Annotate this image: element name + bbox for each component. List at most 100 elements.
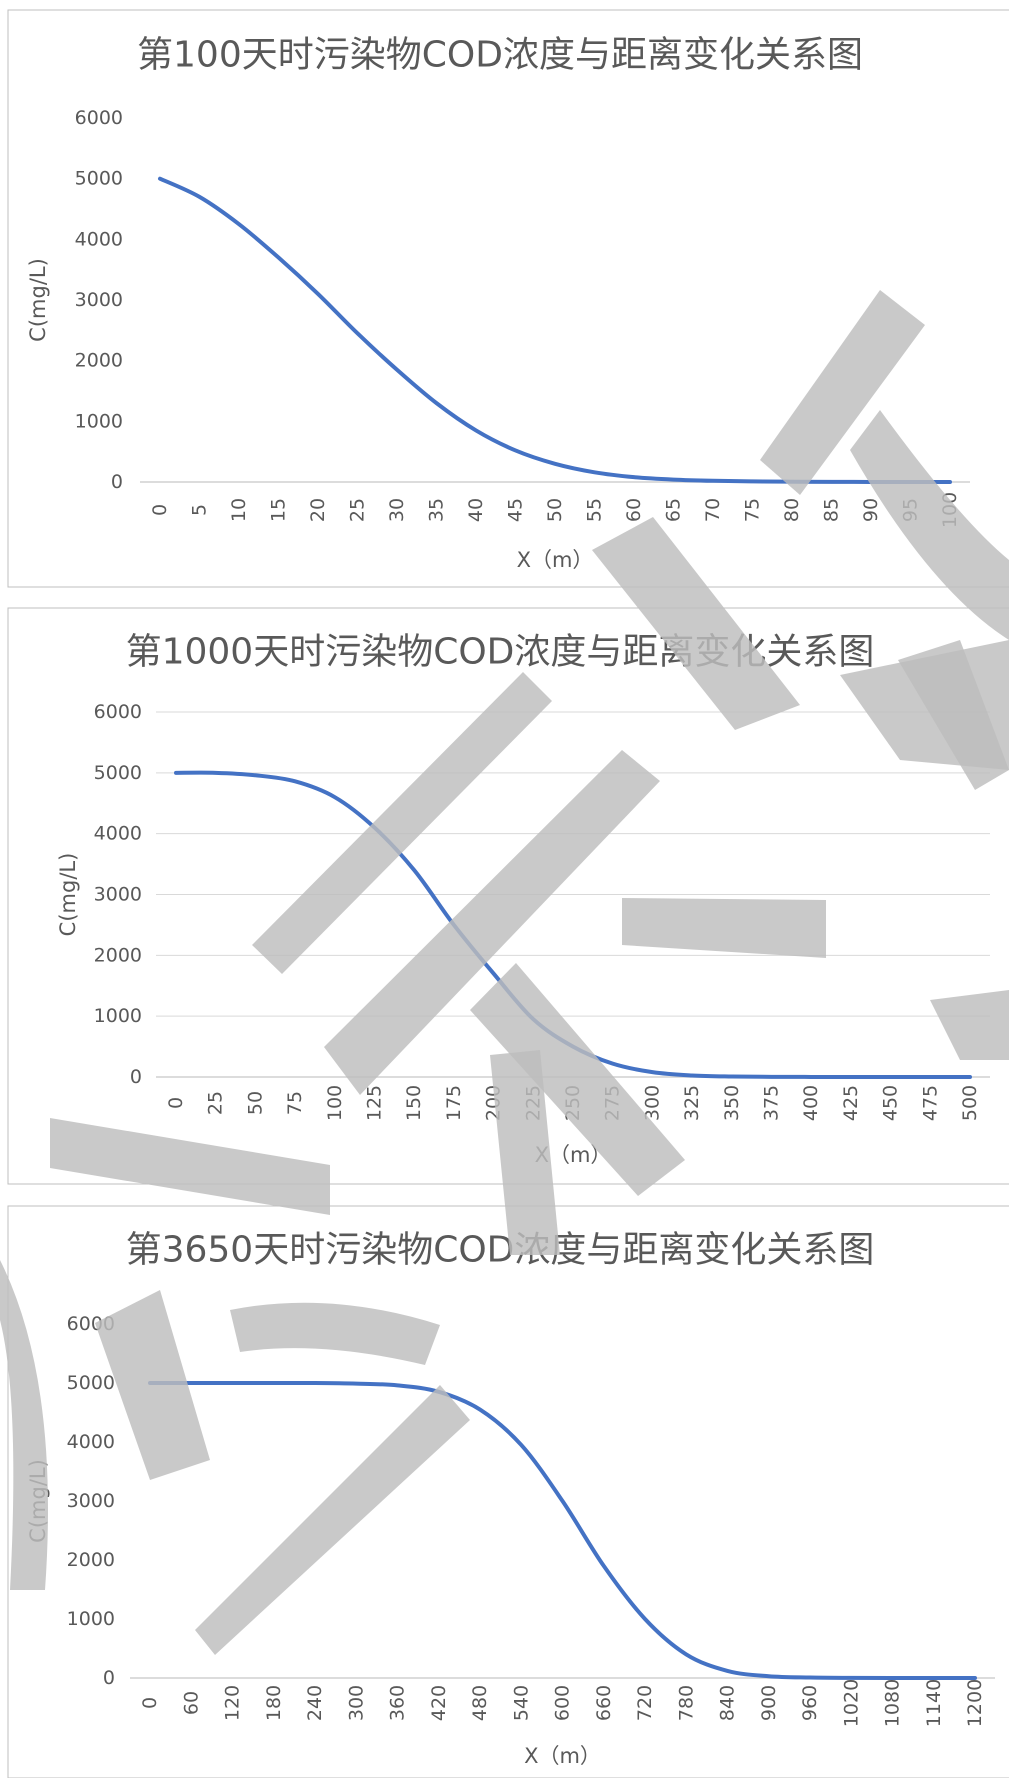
- chart-frame: [7, 1205, 1009, 1778]
- x-tick-label: 1080: [882, 1679, 904, 1727]
- watermark-stroke: [195, 1385, 470, 1655]
- x-tick-label: 120: [222, 1685, 244, 1721]
- y-tick-label: 2000: [75, 350, 123, 372]
- x-tick-label: 125: [364, 1085, 386, 1121]
- x-tick-label: 475: [919, 1085, 941, 1121]
- x-tick-label: 540: [510, 1685, 532, 1721]
- x-tick-label: 660: [593, 1685, 615, 1721]
- watermark-stroke: [622, 898, 826, 958]
- series-line: [158, 176, 952, 485]
- x-tick-label: 425: [840, 1085, 862, 1121]
- x-tick-label: 840: [717, 1685, 739, 1721]
- watermark-stroke: [230, 1302, 440, 1365]
- y-tick-label: 5000: [75, 168, 123, 190]
- x-tick-label: 50: [544, 498, 566, 522]
- x-tick-label: 100: [324, 1085, 346, 1121]
- y-tick-label: 4000: [67, 1431, 115, 1453]
- x-tick-label: 325: [681, 1085, 703, 1121]
- x-tick-label: 10: [228, 498, 250, 522]
- chart-title: 第100天时污染物COD浓度与距离变化关系图: [137, 35, 863, 76]
- x-tick-label: 180: [263, 1685, 285, 1721]
- x-tick-label: 480: [469, 1685, 491, 1721]
- y-tick-label: 4000: [75, 228, 123, 250]
- x-tick-label: 60: [623, 498, 645, 522]
- watermark-stroke: [760, 290, 925, 495]
- x-tick-label: 400: [800, 1085, 822, 1121]
- y-tick-label: 0: [111, 471, 123, 493]
- x-axis-title: X（m）: [524, 1744, 601, 1768]
- x-tick-label: 60: [180, 1691, 202, 1715]
- x-tick-label: 5: [189, 504, 211, 516]
- x-tick-label: 375: [761, 1085, 783, 1121]
- x-tick-label: 40: [465, 498, 487, 522]
- watermark-stroke: [470, 963, 685, 1196]
- y-tick-label: 6000: [94, 701, 142, 723]
- x-tick-label: 1200: [964, 1679, 986, 1727]
- y-tick-label: 6000: [75, 107, 123, 129]
- x-tick-label: 150: [403, 1085, 425, 1121]
- x-tick-label: 0: [149, 504, 171, 516]
- y-tick-label: 0: [130, 1066, 142, 1088]
- x-tick-label: 720: [634, 1685, 656, 1721]
- chart-title: 第3650天时污染物COD浓度与距离变化关系图: [126, 1230, 875, 1271]
- y-tick-label: 1000: [94, 1005, 142, 1027]
- x-tick-label: 30: [386, 498, 408, 522]
- x-tick-label: 35: [426, 498, 448, 522]
- x-tick-label: 45: [505, 498, 527, 522]
- x-tick-label: 75: [742, 498, 764, 522]
- x-tick-label: 55: [584, 498, 606, 522]
- y-tick-label: 3000: [94, 884, 142, 906]
- watermark-stroke: [850, 410, 1009, 640]
- x-tick-label: 70: [702, 498, 724, 522]
- x-tick-label: 15: [268, 498, 290, 522]
- x-tick-label: 75: [284, 1091, 306, 1115]
- x-tick-label: 420: [428, 1685, 450, 1721]
- x-tick-label: 600: [552, 1685, 574, 1721]
- y-tick-label: 5000: [67, 1372, 115, 1394]
- y-tick-label: 1000: [75, 410, 123, 432]
- x-tick-label: 300: [641, 1085, 663, 1121]
- y-tick-label: 2000: [94, 944, 142, 966]
- chart-frame: [7, 9, 1009, 588]
- y-tick-label: 0: [103, 1667, 115, 1689]
- watermark-stroke: [95, 1290, 210, 1480]
- x-tick-label: 90: [860, 498, 882, 522]
- y-tick-label: 1000: [67, 1608, 115, 1630]
- y-axis-title: C(mg/L): [26, 258, 50, 342]
- y-tick-label: 3000: [75, 289, 123, 311]
- x-tick-label: 300: [345, 1685, 367, 1721]
- x-tick-label: 20: [307, 498, 329, 522]
- watermark-stroke: [930, 990, 1009, 1060]
- chart-1: 第100天时污染物COD浓度与距离变化关系图 0 1000 2000 3000 4000 5…: [7, 9, 1009, 588]
- x-tick-label: 240: [304, 1685, 326, 1721]
- watermark-stroke: [898, 640, 1009, 790]
- x-tick-label: 25: [205, 1091, 227, 1115]
- x-tick-label: 85: [821, 498, 843, 522]
- x-tick-label: 65: [663, 498, 685, 522]
- x-tick-label: 0: [165, 1097, 187, 1109]
- x-tick-label: 450: [880, 1085, 902, 1121]
- watermark-stroke: [252, 672, 552, 974]
- x-tick-label: 0: [139, 1697, 161, 1709]
- x-tick-label: 50: [244, 1091, 266, 1115]
- x-tick-label: 350: [721, 1085, 743, 1121]
- watermark-stroke: [490, 1050, 560, 1255]
- y-tick-label: 5000: [94, 762, 142, 784]
- y-tick-label: 3000: [67, 1490, 115, 1512]
- x-tick-label: 80: [781, 498, 803, 522]
- x-tick-label: 960: [799, 1685, 821, 1721]
- y-axis-title: C(mg/L): [56, 853, 80, 937]
- watermark: [0, 290, 1009, 1655]
- series-line: [148, 1380, 977, 1681]
- chart-3: 第3650天时污染物COD浓度与距离变化关系图01000200030004000…: [7, 1205, 1009, 1778]
- x-tick-label: 780: [675, 1685, 697, 1721]
- watermark-stroke: [324, 750, 660, 1095]
- x-tick-label: 1020: [840, 1679, 862, 1727]
- watermark-stroke: [592, 517, 800, 730]
- y-tick-label: 2000: [67, 1549, 115, 1571]
- x-tick-label: 25: [347, 498, 369, 522]
- x-tick-label: 1140: [923, 1679, 945, 1727]
- x-tick-label: 500: [959, 1085, 981, 1121]
- watermark-stroke: [0, 1260, 48, 1590]
